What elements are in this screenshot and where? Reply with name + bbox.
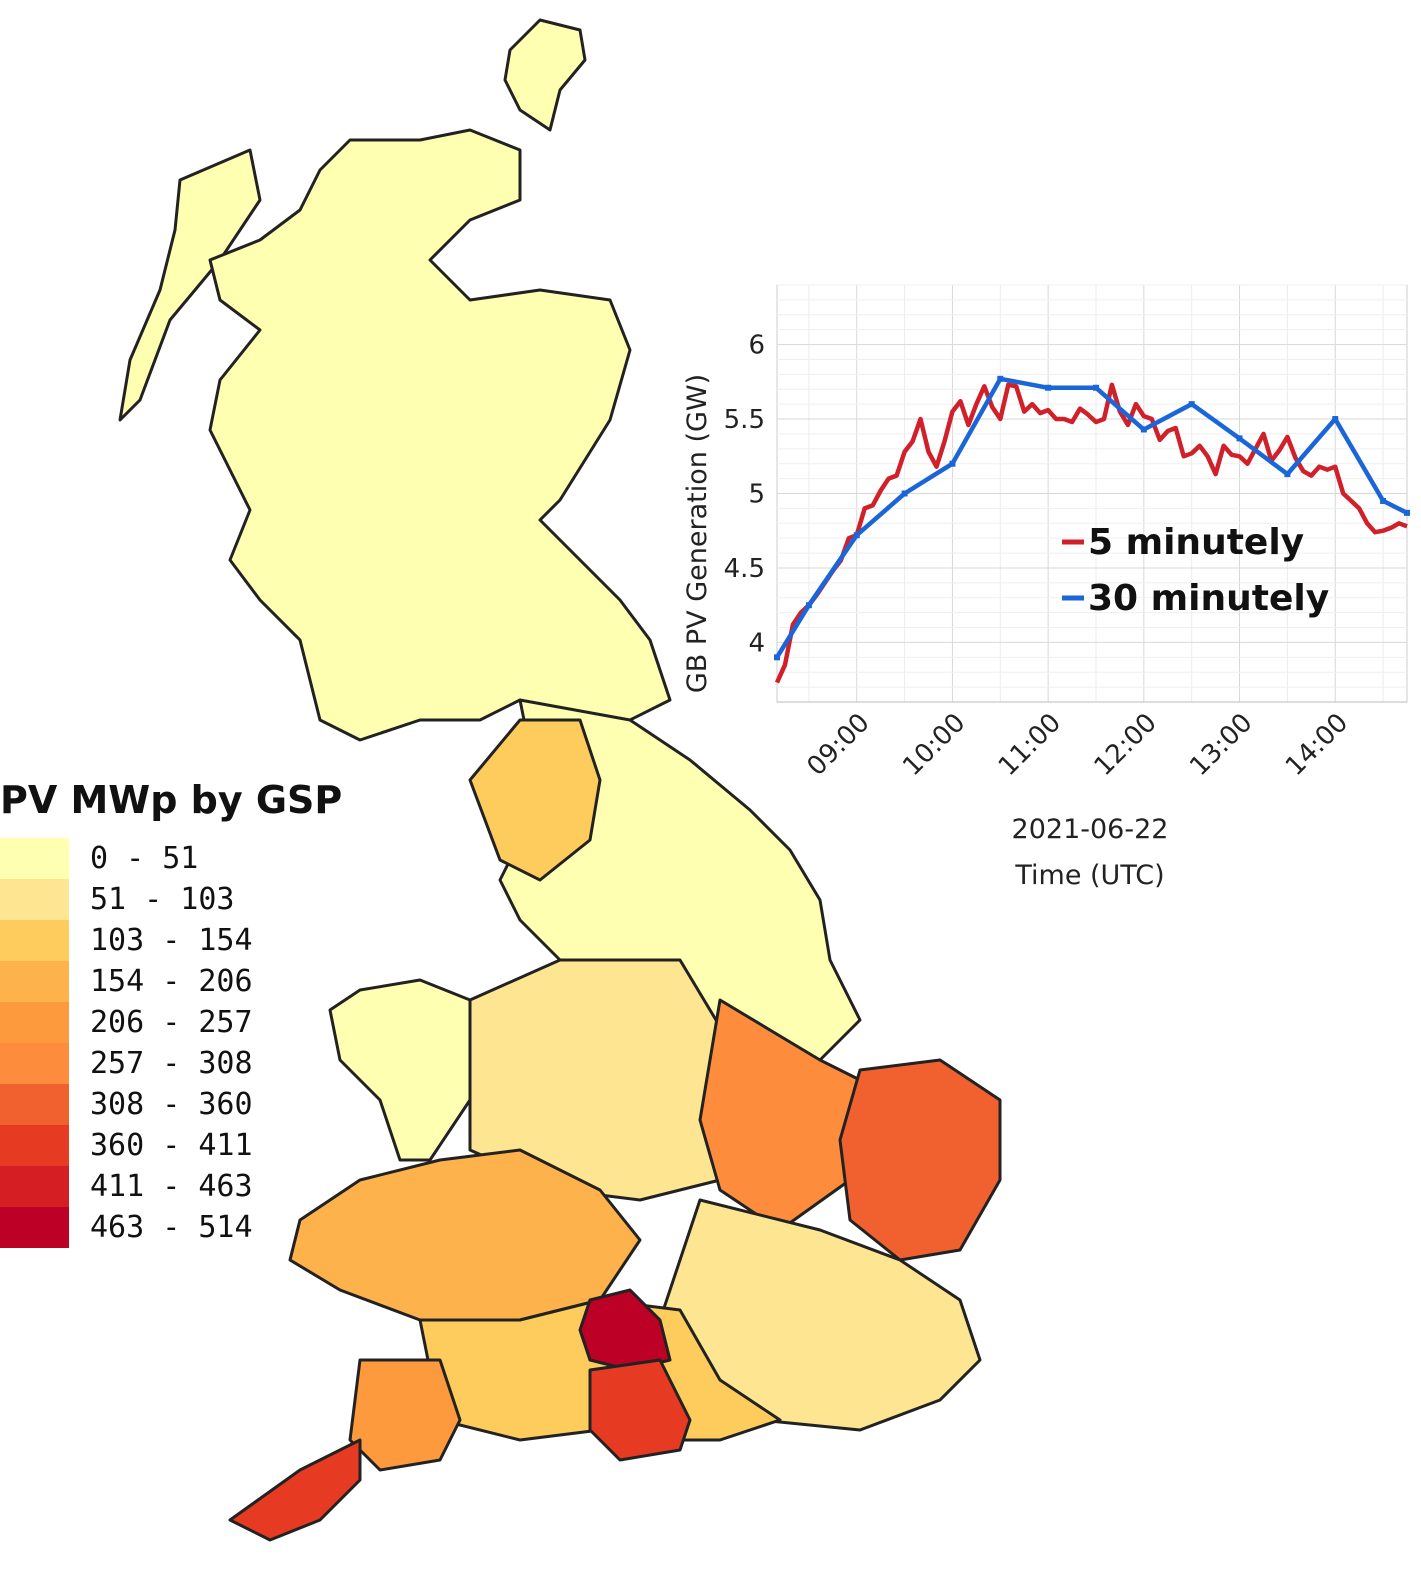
x-tick-label: 12:00 [1089,708,1163,782]
legend-title: PV MWp by GSP [0,778,343,822]
series-point [949,460,956,467]
legend-swatch [0,1043,69,1084]
series-point [1380,497,1387,504]
series-point [1284,471,1291,478]
x-tick-label: 10:00 [897,708,971,782]
y-axis-label: GB PV Generation (GW) [682,374,713,693]
legend-swatch [0,1125,69,1166]
map-region-scotland [208,128,672,742]
legend-swatch [0,961,69,1002]
series-point [1045,384,1052,391]
series-line-5-minutely [774,382,1408,684]
map-region-south-wales [288,1148,642,1322]
legend-label: 257 - 308 [90,1046,253,1081]
y-tick-label: 5 [748,480,765,510]
map-region-devon [348,1358,462,1472]
x-tick-label: 14:00 [1280,708,1354,782]
y-tick-label: 5.5 [724,405,765,435]
series-point [1236,435,1243,442]
legend-label: 360 - 411 [90,1128,253,1163]
map-region-cumbria [468,718,602,882]
legend-swatch [0,920,69,961]
legend-swatch [0,838,69,879]
chart-legend-label: 5 minutely [1088,522,1304,563]
y-tick-label: 4.5 [724,554,765,584]
series-point [805,602,812,609]
y-tick-label: 6 [748,331,765,361]
legend-swatch [0,1084,69,1125]
legend-swatch [0,879,69,920]
legend-label: 154 - 206 [90,964,253,999]
series-point [1140,426,1147,433]
series-point [901,490,908,497]
map-region-dorset [588,1358,692,1462]
legend-label: 0 - 51 [90,841,199,876]
chart-legend-label: 30 minutely [1088,578,1329,619]
legend-swatch [0,1166,69,1207]
x-axis-date: 2021-06-22 [1012,814,1169,845]
map-region-cornwall [228,1438,362,1542]
legend-swatch [0,1207,69,1248]
map-region-east-midlands [698,998,862,1232]
pv-generation-chart: 4 4.5 5 5.5 6 09:00 10:00 11:00 12:00 13:00 14:00 G… [682,284,1410,891]
series-point [774,654,780,661]
x-tick-label: 09:00 [801,708,875,782]
x-tick-label: 13:00 [1184,708,1258,782]
map-region-wiltshire [578,1288,672,1372]
legend-label: 411 - 463 [90,1169,253,1204]
y-tick-label: 4 [748,628,765,658]
map-region-hebrides [118,148,262,422]
x-tick-label: 11:00 [993,708,1067,782]
series-point [997,375,1004,382]
series-point [1092,384,1099,391]
x-axis-label: Time (UTC) [1014,860,1164,891]
map-region-wales-north [328,978,472,1162]
series-point [1404,509,1410,516]
legend-swatch [0,1002,69,1043]
legend-label: 463 - 514 [90,1210,253,1245]
legend-label: 51 - 103 [90,882,235,917]
map-region-shetland [503,18,587,132]
series-point [853,532,860,539]
legend-label: 206 - 257 [90,1005,253,1040]
legend-label: 103 - 154 [90,923,253,958]
series-point [1188,401,1195,408]
series-point [1332,416,1339,423]
map-region-east-anglia [838,1058,1002,1262]
legend-label: 308 - 360 [90,1087,253,1122]
